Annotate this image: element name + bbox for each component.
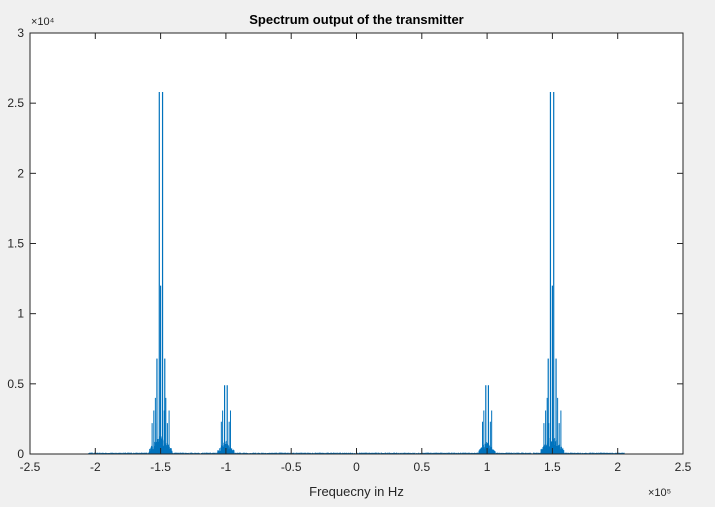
y-tick-label: 1.5 (7, 237, 24, 251)
x-tick-label: 0 (353, 460, 360, 474)
chart-title: Spectrum output of the transmitter (249, 12, 464, 27)
x-tick-label: 0.5 (413, 460, 430, 474)
x-tick-label: 2 (614, 460, 621, 474)
spectrum-peaks (151, 91, 562, 454)
y-tick-label: 2 (17, 166, 24, 180)
x-tick-label: -1 (221, 460, 232, 474)
y-ticks: 0 0.5 1 1.5 2 2.5 3 (7, 26, 683, 461)
x-ticks: -2.5 -2 -1.5 -1 -0.5 0 0.5 1 1.5 2 2.5 (20, 33, 692, 474)
x-tick-label: -2 (90, 460, 101, 474)
x-tick-label: 1.5 (544, 460, 561, 474)
x-axis-exponent: ×10⁵ (648, 487, 671, 499)
x-axis-label: Frequecny in Hz (309, 484, 404, 499)
y-tick-label: 3 (17, 26, 24, 40)
x-tick-label: -2.5 (20, 460, 41, 474)
plot-area (30, 33, 683, 454)
y-tick-label: 1 (17, 307, 24, 321)
x-tick-label: 1 (484, 460, 491, 474)
y-tick-label: 0 (17, 447, 24, 461)
x-tick-label: -0.5 (281, 460, 302, 474)
y-tick-label: 2.5 (7, 96, 24, 110)
y-tick-label: 0.5 (7, 377, 24, 391)
y-axis-exponent: ×10⁴ (31, 16, 55, 28)
x-tick-label: 2.5 (675, 460, 692, 474)
x-tick-label: -1.5 (150, 460, 171, 474)
